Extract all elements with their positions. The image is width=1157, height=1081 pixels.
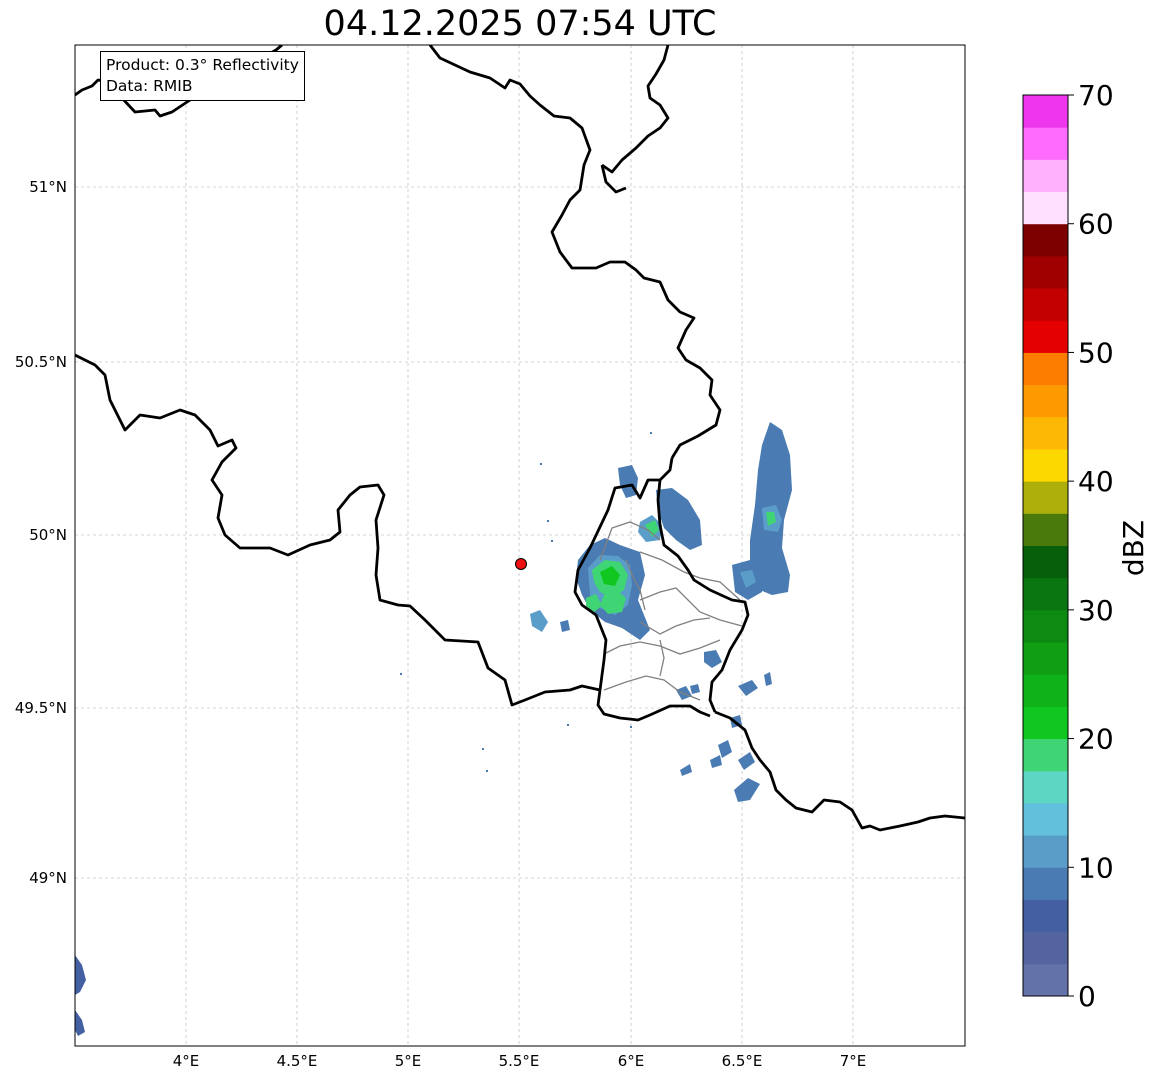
colorbar-unit-label: dBZ [1117, 520, 1150, 576]
colorbar-ticks: 0 10 20 30 40 50 60 70 [1068, 79, 1114, 1013]
x-tick-label: 6.5°E [722, 1052, 763, 1070]
colorbar-tick-label: 0 [1078, 980, 1096, 1013]
colorbar-segment [1023, 223, 1068, 257]
colorbar-segment [1023, 577, 1068, 611]
colorbar-border [1022, 94, 1069, 997]
colorbar-segment [1023, 320, 1068, 353]
y-tick-label: 51°N [29, 178, 67, 196]
product-info-box: Product: 0.3° Reflectivity Data: RMIB [100, 51, 305, 101]
colorbar-segment [1023, 963, 1068, 997]
colorbar-segment [1023, 835, 1068, 868]
colorbar-segment [1023, 255, 1068, 289]
x-tick-label: 5.5°E [499, 1052, 540, 1070]
colorbar-segment [1023, 931, 1068, 965]
colorbar-segment [1023, 674, 1068, 707]
colorbar-segment [1023, 867, 1068, 900]
colorbar-segment [1023, 899, 1068, 933]
colorbar-tick-label: 60 [1078, 208, 1114, 241]
y-tick-label: 50°N [29, 526, 67, 544]
colorbar-segment [1023, 642, 1068, 675]
colorbar-segment [1023, 802, 1068, 836]
x-tick-label: 7°E [840, 1052, 867, 1070]
colorbar-segment [1023, 770, 1068, 804]
colorbar-segment [1023, 513, 1068, 546]
colorbar-tick-label: 10 [1078, 851, 1114, 884]
x-tick-label: 6°E [618, 1052, 645, 1070]
colorbar-segment [1023, 545, 1068, 579]
colorbar-segment [1023, 481, 1068, 514]
colorbar-segment [1023, 352, 1068, 386]
x-tick-label: 4°E [173, 1052, 200, 1070]
map-frame [75, 45, 965, 1046]
colorbar-segment [1023, 416, 1068, 450]
colorbar-segment [1023, 127, 1068, 160]
map-border [74, 44, 966, 1047]
y-tick-label: 50.5°N [15, 353, 67, 371]
radar-echoes [75, 422, 792, 1036]
x-tick-label: 5°E [395, 1052, 422, 1070]
colorbar-segment [1023, 448, 1068, 482]
colorbar-tick-label: 50 [1078, 336, 1114, 369]
country-borders [75, 45, 965, 832]
colorbar-segment [1023, 159, 1068, 193]
colorbar-tick-label: 70 [1078, 79, 1114, 112]
colorbar-segment [1023, 95, 1068, 128]
y-tick-label: 49.5°N [15, 699, 67, 717]
data-source-label: Data: RMIB [106, 77, 193, 95]
colorbar-tick-label: 30 [1078, 594, 1114, 627]
x-tick-label: 4.5°E [277, 1052, 318, 1070]
colorbar-segment [1023, 288, 1068, 321]
colorbar-segment [1023, 384, 1068, 418]
x-axis-labels: 4°E 4.5°E 5°E 5.5°E 6°E 6.5°E 7°E [173, 1052, 867, 1070]
colorbar [1023, 95, 1068, 997]
y-axis-labels: 51°N 50.5°N 50°N 49.5°N 49°N [15, 178, 67, 887]
colorbar-segment [1023, 738, 1068, 772]
colorbar-tick-label: 20 [1078, 723, 1114, 756]
radar-site-marker [515, 558, 527, 570]
colorbar-segment [1023, 609, 1068, 643]
gridlines [75, 45, 965, 1046]
product-label: Product: 0.3° Reflectivity [106, 56, 299, 74]
colorbar-segment [1023, 191, 1068, 225]
y-tick-label: 49°N [29, 869, 67, 887]
colorbar-tick-label: 40 [1078, 465, 1114, 498]
colorbar-segment [1023, 706, 1068, 740]
map-title: 04.12.2025 07:54 UTC [323, 4, 717, 44]
